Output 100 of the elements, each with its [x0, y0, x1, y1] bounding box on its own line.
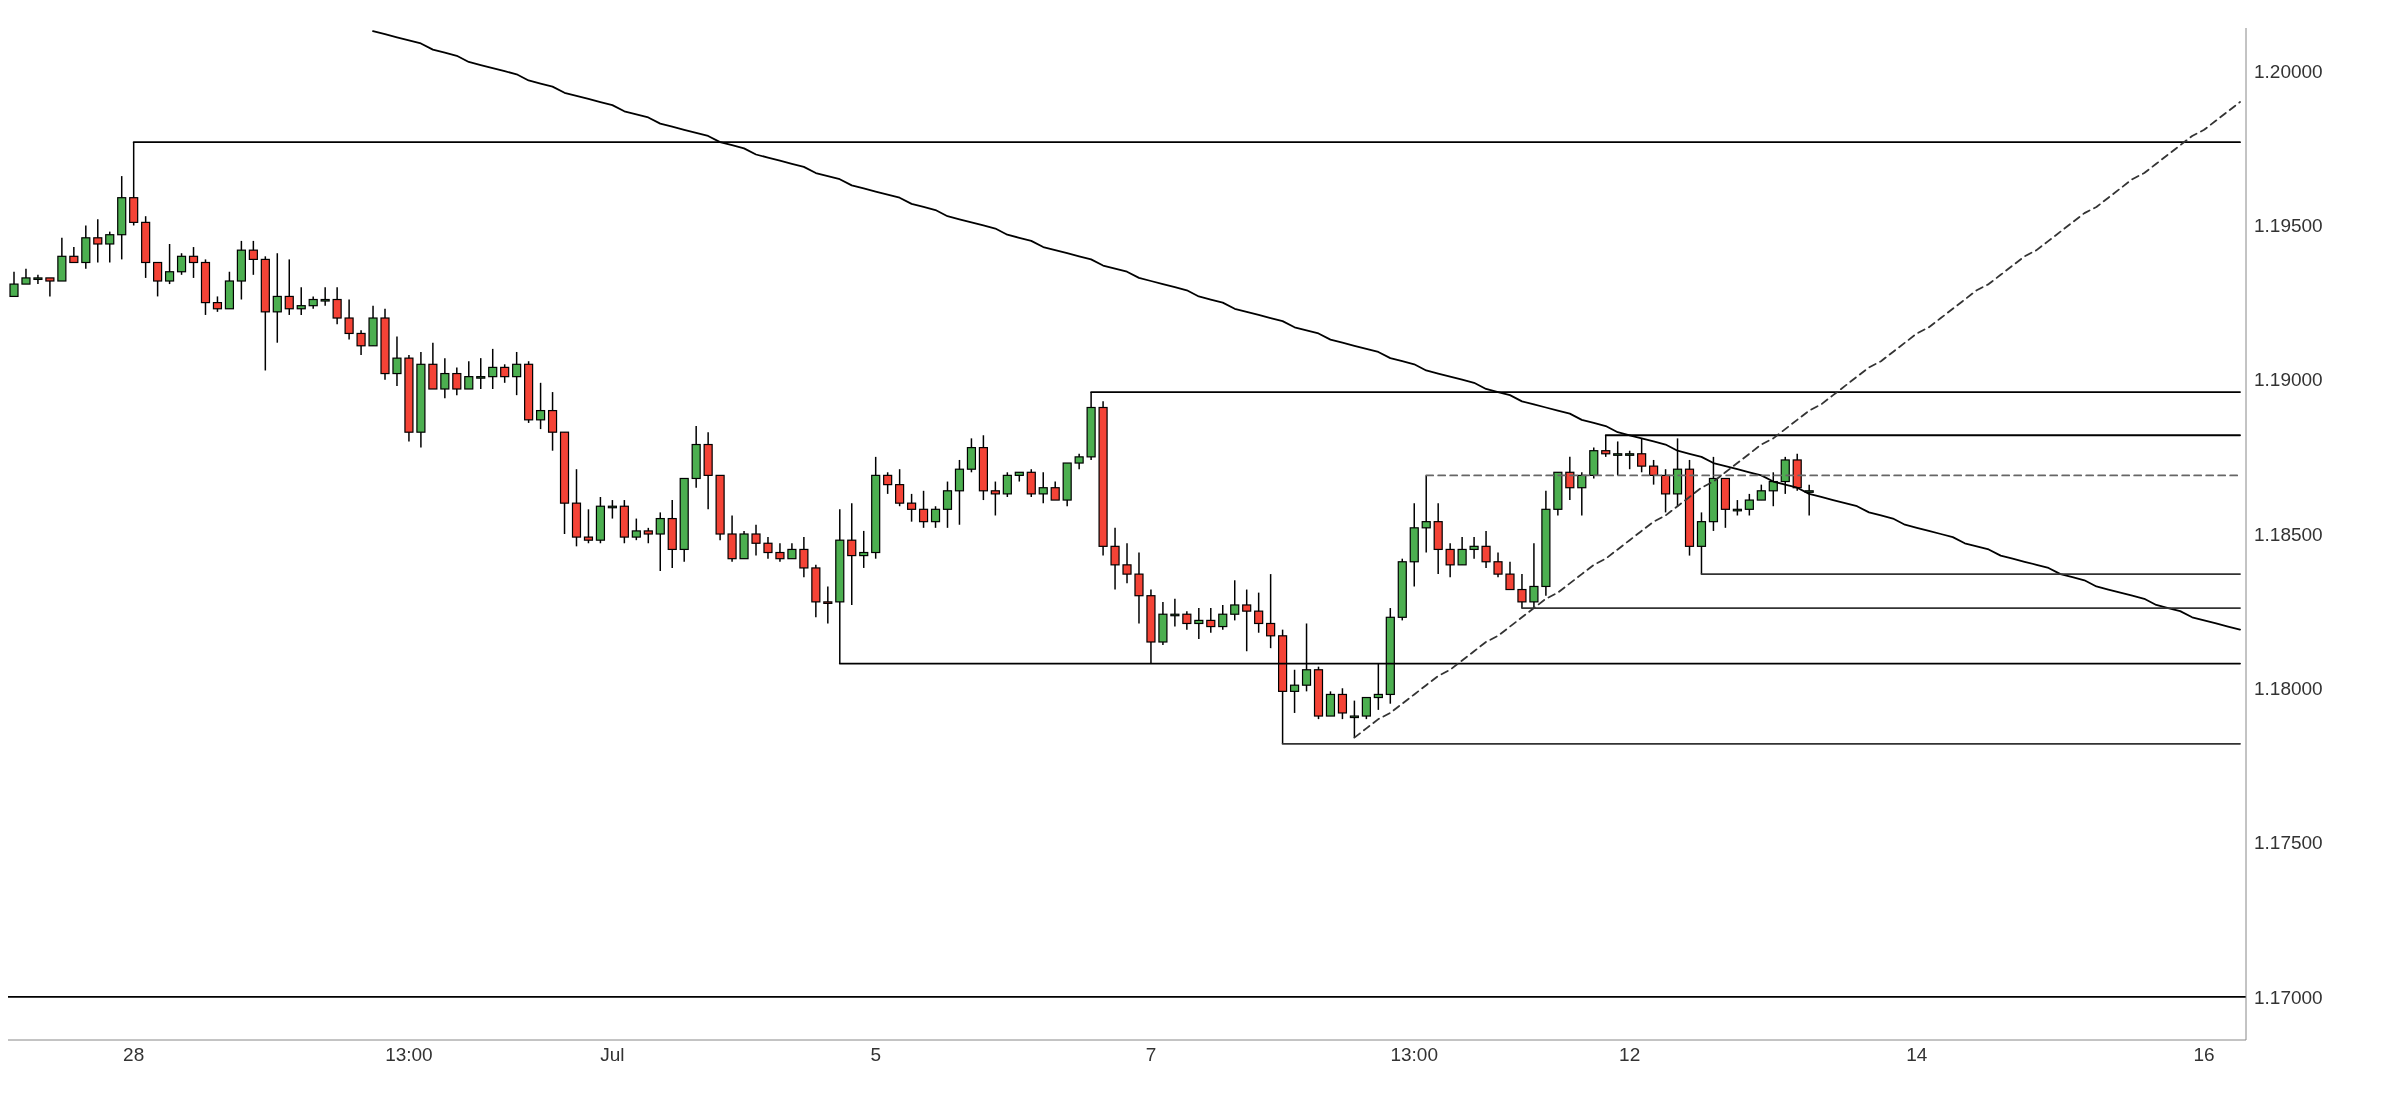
candlestick: [775, 542, 785, 563]
candlestick: [1194, 607, 1204, 640]
y-tick-label: 1.17000: [2254, 986, 2323, 1008]
candlestick: [1242, 588, 1252, 652]
candlestick: [176, 252, 187, 276]
candlestick: [655, 511, 665, 572]
candlestick: [1445, 542, 1455, 578]
candlestick: [751, 523, 761, 557]
candlestick: [1050, 480, 1060, 501]
candlestick: [164, 243, 175, 285]
candlestick: [1517, 573, 1527, 609]
candlestick: [918, 490, 929, 529]
candlestick: [1457, 536, 1467, 566]
y-tick-label: 1.19000: [2254, 369, 2323, 391]
candlestick: [356, 329, 366, 356]
candlestick: [1505, 561, 1515, 591]
candlestick: [296, 286, 306, 316]
candlestick: [9, 270, 19, 298]
x-tick-label: 14: [1906, 1044, 1928, 1066]
candlestick: [1349, 699, 1360, 739]
candlestick: [440, 357, 450, 399]
candlestick: [1038, 471, 1048, 504]
candlestick: [1780, 456, 1790, 495]
candlestick: [1337, 687, 1348, 720]
candlestick: [344, 298, 354, 341]
candlestick: [1218, 604, 1228, 631]
x-tick-label: Jul: [600, 1044, 625, 1066]
candlestick: [990, 480, 1000, 517]
candlestick: [284, 258, 294, 316]
candlestick: [1613, 440, 1623, 477]
x-tick-label: 5: [870, 1044, 881, 1066]
candlestick: [500, 363, 510, 384]
candlestick: [488, 348, 498, 390]
candlestick: [1361, 696, 1371, 720]
candlestick: [1804, 483, 1814, 517]
x-tick-label: 13:00: [1390, 1044, 1438, 1066]
candlestick: [1182, 610, 1192, 631]
candlestick: [1230, 579, 1240, 622]
y-tick-label: 1.18000: [2254, 678, 2323, 700]
x-tick-label: 16: [2193, 1044, 2215, 1066]
candlestick: [1325, 690, 1336, 717]
candlestick: [188, 246, 199, 279]
candlestick: [763, 536, 773, 560]
candlestick: [1266, 573, 1276, 649]
candlestick: [248, 240, 258, 276]
candlestick: [1206, 607, 1216, 634]
candlestick: [583, 508, 594, 545]
candlestick: [1529, 542, 1539, 609]
candlestick: [1649, 459, 1659, 486]
candlestick: [883, 471, 893, 495]
candlestick: [105, 230, 115, 264]
candlestick: [954, 459, 965, 526]
candlestick: [1421, 474, 1431, 554]
candlestick: [906, 493, 917, 523]
candlestick: [1637, 437, 1647, 474]
candlestick: [1134, 551, 1144, 625]
candlestick: [464, 360, 474, 390]
candlestick: [1254, 591, 1264, 634]
candlestick: [799, 536, 809, 578]
candlestick: [859, 530, 869, 569]
x-tick-label: 28: [123, 1044, 145, 1066]
line-series: [1353, 101, 2241, 739]
x-tick-label: 12: [1619, 1044, 1641, 1066]
candlestick: [1744, 493, 1754, 517]
candlestick: [942, 480, 953, 529]
x-tick-label: 13:00: [385, 1044, 433, 1066]
candlestick: [1469, 536, 1479, 560]
candlestick: [1110, 527, 1120, 591]
candlestick: [631, 517, 641, 541]
candlestick: [1493, 551, 1503, 578]
candlestick: [847, 502, 857, 606]
y-tick-label: 1.18500: [2254, 523, 2323, 545]
candlestick: [895, 468, 905, 507]
candlestick: [966, 437, 977, 474]
candlestick: [547, 391, 558, 452]
y-tick-label: 1.17500: [2254, 832, 2323, 854]
candlestick: [512, 351, 522, 396]
candlestick: [272, 252, 282, 344]
y-tick-label: 1.20000: [2254, 60, 2323, 82]
candlestick: [1122, 542, 1132, 585]
candlestick: [1481, 530, 1491, 569]
candlestick: [45, 277, 55, 298]
y-tick-label: 1.19500: [2254, 215, 2323, 237]
candlestick: [452, 366, 462, 396]
candlestick: [1660, 468, 1671, 514]
x-tick-label: 7: [1145, 1044, 1157, 1066]
candlestick: [823, 585, 833, 625]
candlestick: [1002, 471, 1012, 498]
candlestick: [332, 286, 342, 325]
candlestick: [320, 286, 330, 307]
candlestick: [476, 357, 486, 390]
candlestick: [1577, 471, 1587, 517]
candlestick: [93, 218, 103, 264]
candlestick: [392, 335, 402, 387]
candlestick: [153, 261, 163, 298]
candlestick: [930, 505, 941, 529]
candlestick: [1625, 449, 1635, 470]
candlestick: [1289, 669, 1300, 714]
candlestick: [535, 382, 546, 430]
candlestick: [1026, 468, 1036, 498]
